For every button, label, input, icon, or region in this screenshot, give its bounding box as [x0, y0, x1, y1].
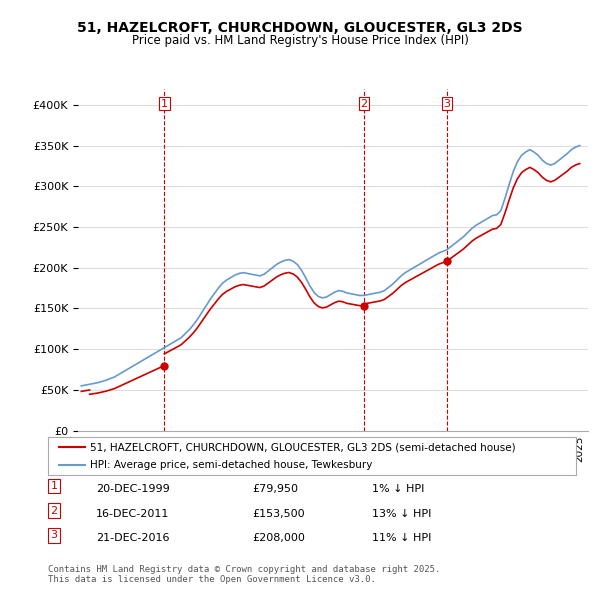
Text: £153,500: £153,500 [252, 509, 305, 519]
Text: HPI: Average price, semi-detached house, Tewkesbury: HPI: Average price, semi-detached house,… [90, 460, 373, 470]
Text: Contains HM Land Registry data © Crown copyright and database right 2025.
This d: Contains HM Land Registry data © Crown c… [48, 565, 440, 584]
Text: 3: 3 [443, 99, 450, 109]
Text: £208,000: £208,000 [252, 533, 305, 543]
Text: 2: 2 [360, 99, 367, 109]
Text: 3: 3 [50, 530, 58, 540]
Text: 16-DEC-2011: 16-DEC-2011 [96, 509, 169, 519]
Text: 1% ↓ HPI: 1% ↓ HPI [372, 484, 424, 494]
Text: 21-DEC-2016: 21-DEC-2016 [96, 533, 170, 543]
Text: 1: 1 [50, 481, 58, 491]
Text: 13% ↓ HPI: 13% ↓ HPI [372, 509, 431, 519]
Text: 51, HAZELCROFT, CHURCHDOWN, GLOUCESTER, GL3 2DS (semi-detached house): 51, HAZELCROFT, CHURCHDOWN, GLOUCESTER, … [90, 442, 516, 453]
Text: 2: 2 [50, 506, 58, 516]
Text: 51, HAZELCROFT, CHURCHDOWN, GLOUCESTER, GL3 2DS: 51, HAZELCROFT, CHURCHDOWN, GLOUCESTER, … [77, 21, 523, 35]
Text: Price paid vs. HM Land Registry's House Price Index (HPI): Price paid vs. HM Land Registry's House … [131, 34, 469, 47]
Text: 20-DEC-1999: 20-DEC-1999 [96, 484, 170, 494]
Text: 11% ↓ HPI: 11% ↓ HPI [372, 533, 431, 543]
Text: 1: 1 [161, 99, 168, 109]
Text: £79,950: £79,950 [252, 484, 298, 494]
